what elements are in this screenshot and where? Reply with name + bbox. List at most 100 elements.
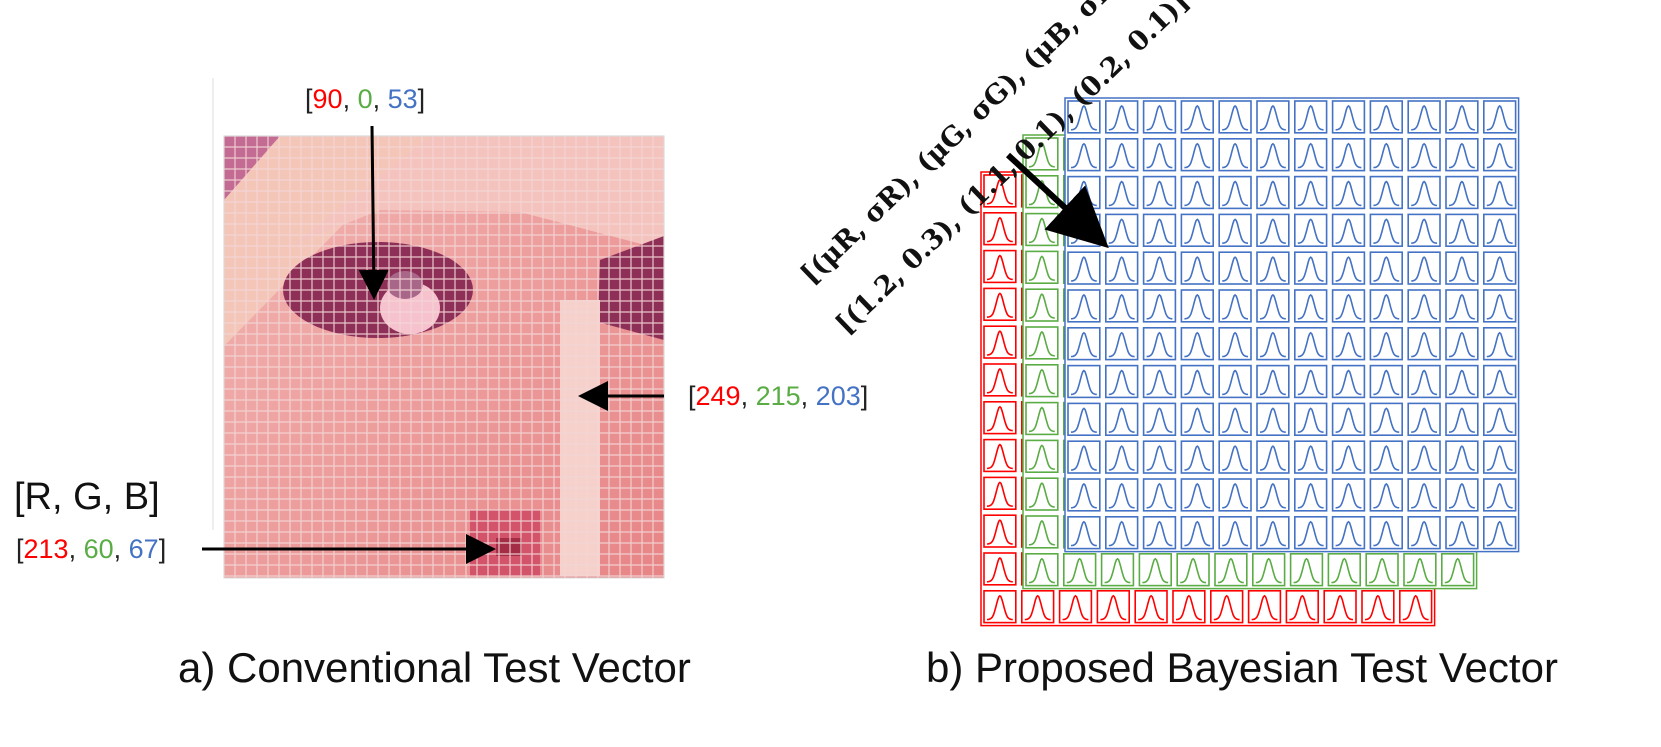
gaussian-cell (1445, 251, 1479, 285)
gaussian-cell (1331, 175, 1366, 210)
gaussian-cell (1142, 100, 1177, 134)
gaussian-cell (1210, 589, 1244, 624)
red-value: 90 (312, 84, 343, 114)
gaussian-cell (1294, 289, 1328, 323)
gaussian-cell (983, 212, 1017, 246)
gaussian-cell (1323, 589, 1357, 624)
gaussian-cell (1289, 552, 1324, 587)
gaussian-cell (1331, 213, 1366, 247)
gaussian-cell (1105, 138, 1139, 172)
gaussian-cell (1483, 364, 1517, 399)
gaussian-cell (1331, 251, 1366, 285)
gaussian-cell (1180, 175, 1215, 210)
gaussian-cell (1483, 326, 1517, 361)
gaussian-cell (1369, 440, 1404, 474)
gaussian-cell (983, 552, 1017, 586)
gaussian-cell (1256, 440, 1290, 474)
gaussian-cell (1331, 138, 1366, 172)
gaussian-cell (1105, 100, 1139, 134)
rgb-header: [R, G, B] (14, 476, 160, 518)
gaussian-cell (1294, 440, 1328, 474)
gaussian-cell (1025, 515, 1059, 549)
gaussian-cell (1256, 289, 1290, 323)
gaussian-cell (1025, 288, 1059, 322)
gaussian-cell (1142, 289, 1177, 323)
gaussian-cell (1100, 552, 1135, 587)
gaussian-cell (1142, 515, 1177, 550)
gaussian-cell (1180, 478, 1215, 512)
gaussian-cell (1294, 213, 1328, 247)
gaussian-cell (1256, 175, 1290, 210)
gaussian-cell (1294, 138, 1328, 172)
gaussian-cell (1369, 478, 1404, 512)
gaussian-cell (1218, 364, 1252, 399)
gaussian-cell (1403, 552, 1437, 587)
gaussian-cell (1483, 100, 1517, 134)
gaussian-cell (1331, 326, 1366, 361)
gaussian-cell (983, 514, 1017, 548)
gaussian-cell (1025, 326, 1059, 360)
gaussian-cell (983, 476, 1017, 510)
pixelated-face-image (212, 78, 665, 579)
gaussian-cell (1369, 251, 1404, 285)
gaussian-cell (1067, 478, 1101, 512)
gaussian-cell (1105, 251, 1139, 285)
gaussian-cell (1256, 402, 1290, 436)
gaussian-cell (1331, 440, 1366, 474)
gaussian-cell (983, 363, 1017, 397)
gaussian-cell (1180, 326, 1215, 361)
gaussian-cell (1138, 552, 1173, 587)
red-value: 249 (695, 381, 741, 411)
gaussian-cell (1025, 401, 1059, 436)
blue-value: 67 (128, 534, 159, 564)
green-value: 60 (83, 534, 114, 564)
gaussian-cell (983, 174, 1017, 208)
gaussian-cell (1369, 515, 1404, 550)
gaussian-cell (1105, 440, 1139, 474)
green-value: 215 (755, 381, 801, 411)
gaussian-cell (1105, 364, 1139, 399)
gaussian-cell (1441, 552, 1475, 587)
gaussian-cell (1105, 478, 1139, 512)
gaussian-cell (1218, 326, 1252, 361)
gaussian-cell (1218, 515, 1252, 550)
gaussian-cell (983, 287, 1017, 321)
gaussian-cell (1445, 100, 1479, 134)
gaussian-cell (1483, 402, 1517, 436)
gaussian-cell (1142, 326, 1177, 361)
gaussian-cell (1294, 478, 1328, 512)
gaussian-cell (1445, 402, 1479, 436)
gaussian-cell (1407, 251, 1441, 285)
gaussian-cell (1407, 515, 1441, 550)
gaussian-cell (1294, 402, 1328, 436)
gaussian-cell (1483, 289, 1517, 323)
gaussian-cell (1407, 175, 1441, 210)
gaussian-cell (1172, 589, 1206, 624)
gaussian-cell (1067, 326, 1101, 361)
gaussian-cell (1025, 477, 1059, 511)
gaussian-cell (1294, 515, 1328, 550)
gaussian-cell (1218, 175, 1252, 210)
gaussian-cell (1067, 440, 1101, 474)
gaussian-cell (1252, 552, 1286, 587)
gaussian-cell (1067, 138, 1101, 172)
bayesian-grid-layers (980, 97, 1520, 627)
gaussian-cell (1180, 100, 1215, 134)
gaussian-cell (1407, 138, 1441, 172)
gaussian-cell (1142, 364, 1177, 399)
gaussian-cell (1218, 478, 1252, 512)
gaussian-cell (1445, 289, 1479, 323)
gaussian-cell (1180, 515, 1215, 550)
gaussian-cell (1096, 589, 1131, 624)
caption-right: b) Proposed Bayesian Test Vector (926, 644, 1558, 691)
gaussian-cell (1445, 515, 1479, 550)
gaussian-cell (1407, 364, 1441, 399)
arrow-formula (1005, 152, 1109, 249)
gaussian-cell (1105, 326, 1139, 361)
gaussian-cell (1180, 402, 1215, 436)
red-value: 213 (23, 534, 69, 564)
gaussian-cell (1256, 138, 1290, 172)
gaussian-cell (983, 400, 1017, 435)
gaussian-cell (983, 249, 1017, 284)
